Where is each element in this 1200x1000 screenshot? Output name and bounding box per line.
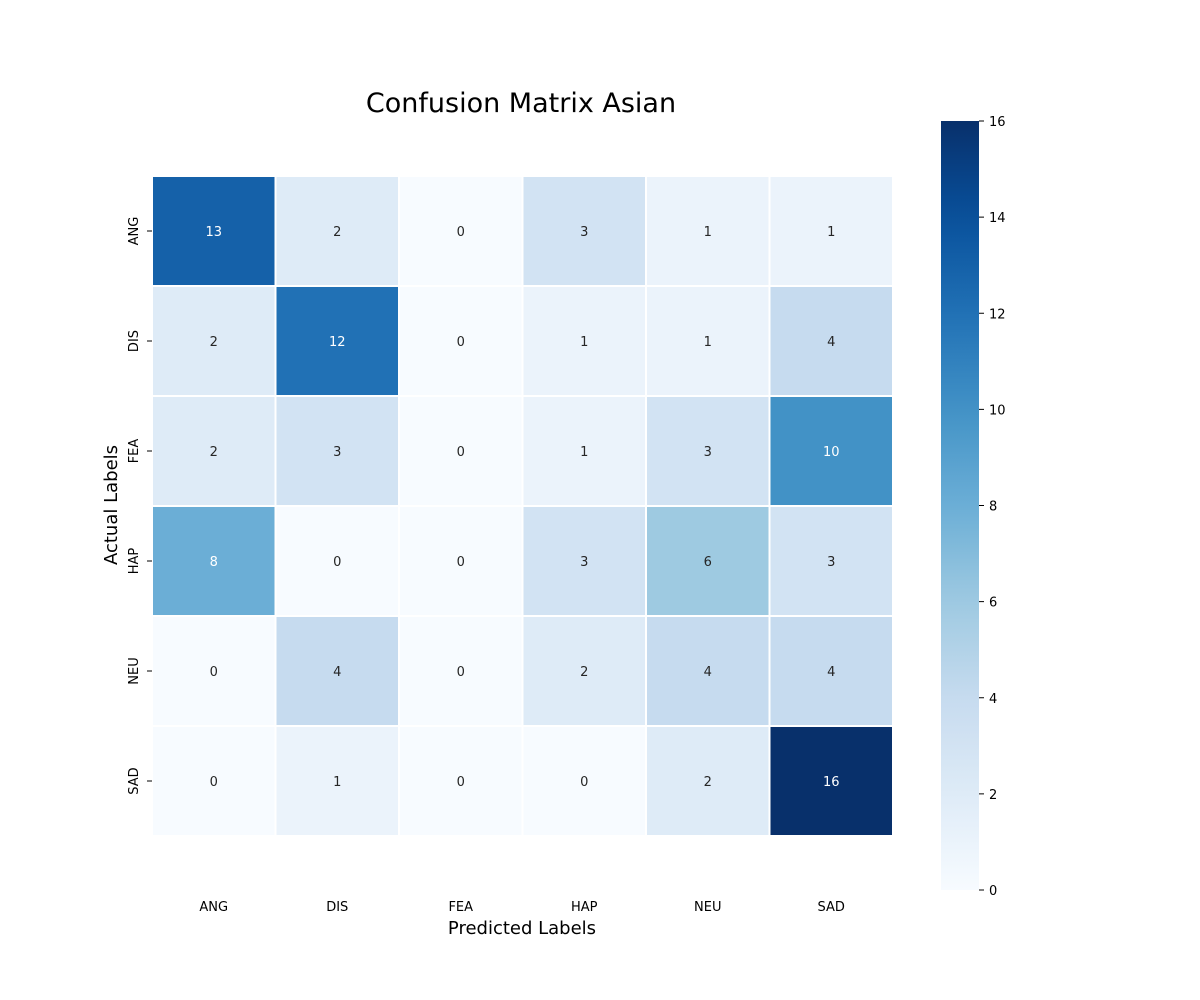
cell-value-label: 3: [580, 555, 588, 570]
cell-value-label: 3: [580, 225, 588, 240]
cell-value-label: 6: [704, 555, 712, 570]
cell-value-label: 0: [210, 665, 218, 680]
y-axis-label: Actual Labels: [101, 445, 122, 565]
cell-value-label: 16: [823, 775, 840, 790]
x-axis: ANG DIS FEA HAP NEU SAD: [199, 900, 845, 915]
x-tick-label: ANG: [199, 900, 228, 915]
heatmap-cell: [274, 285, 400, 397]
cell-value-label: 0: [210, 775, 218, 790]
y-tick-label: NEU: [127, 657, 142, 684]
heatmap-cell: [768, 395, 894, 507]
heatmap-cell: [521, 395, 647, 507]
colorbar-axis: 0 2 4 6 8 10 12 14 16: [979, 115, 1006, 899]
heatmap-cell: [645, 615, 771, 727]
cell-value-label: 3: [333, 445, 341, 460]
cell-value-label: 3: [827, 555, 835, 570]
cell-value-label: 2: [333, 225, 341, 240]
cell-value-label: 0: [457, 775, 465, 790]
heatmap-cell: [398, 615, 524, 727]
colorbar-tick-label: 4: [989, 692, 997, 707]
colorbar-tick-label: 6: [989, 596, 997, 611]
colorbar-tick-label: 2: [989, 788, 997, 803]
heatmap-cell: [274, 175, 400, 287]
colorbar-tick-label: 8: [989, 500, 997, 515]
heatmap-cell: [151, 725, 277, 837]
cell-value-label: 13: [205, 225, 222, 240]
colorbar: [941, 121, 979, 890]
cell-value-label: 2: [210, 445, 218, 460]
cell-value-label: 0: [457, 225, 465, 240]
heatmap-cell: [645, 395, 771, 507]
cell-value-label: 4: [704, 665, 712, 680]
heatmap-cell: [768, 615, 894, 727]
heatmap-cell: [768, 725, 894, 837]
heatmap-cell: [274, 505, 400, 617]
heatmap-cell: [768, 285, 894, 397]
cell-value-label: 0: [333, 555, 341, 570]
cell-value-label: 12: [329, 335, 346, 350]
y-axis: ANG DIS FEA HAP NEU SAD: [127, 217, 152, 795]
x-tick-label: NEU: [694, 900, 721, 915]
cell-value-label: 1: [580, 335, 588, 350]
cell-value-label: 8: [210, 555, 218, 570]
y-tick-label: HAP: [127, 548, 142, 575]
cell-value-label: 0: [457, 335, 465, 350]
heatmap-cell: [645, 505, 771, 617]
y-tick-label: SAD: [127, 767, 142, 794]
heatmap-cell: [521, 505, 647, 617]
heatmap-cell: [768, 505, 894, 617]
cell-value-label: 4: [827, 335, 835, 350]
cell-value-label: 1: [704, 335, 712, 350]
cell-value-label: 2: [704, 775, 712, 790]
cell-value-label: 1: [827, 225, 835, 240]
heatmap-cell: [521, 285, 647, 397]
cell-value-label: 0: [457, 665, 465, 680]
colorbar-tick-label: 0: [989, 884, 997, 899]
x-tick-label: HAP: [571, 900, 598, 915]
y-tick-label: DIS: [127, 330, 142, 352]
cell-value-label: 0: [457, 445, 465, 460]
colorbar-tick-label: 16: [989, 115, 1006, 130]
heatmap-cell: [768, 175, 894, 287]
heatmap-cell-labels: 13 2 0 3 1 12 12 0 1 1 42 3 0 1 3 108 0 0 3 6 30 4 0 2 4 40 1 0 0 2 16: [205, 225, 839, 790]
y-tick-label: ANG: [127, 217, 142, 246]
heatmap-cell: [521, 615, 647, 727]
cell-value-label: 1: [333, 775, 341, 790]
colorbar-tick-label: 12: [989, 307, 1006, 322]
heatmap-cell: [398, 505, 524, 617]
y-tick-label: FEA: [127, 439, 142, 464]
heatmap-cell: [151, 175, 277, 287]
colorbar-tick-label: 10: [989, 403, 1006, 418]
heatmap-cell: [151, 615, 277, 727]
x-tick-label: FEA: [448, 900, 473, 915]
x-tick-label: DIS: [326, 900, 348, 915]
heatmap-cell: [398, 175, 524, 287]
cell-value-label: 1: [580, 445, 588, 460]
cell-value-label: 2: [210, 335, 218, 350]
heatmap-cells: [151, 175, 894, 837]
x-tick-label: SAD: [818, 900, 845, 915]
cell-value-label: 3: [704, 445, 712, 460]
cell-value-label: 10: [823, 445, 840, 460]
heatmap-cell: [274, 395, 400, 507]
cell-value-label: 4: [333, 665, 341, 680]
cell-value-label: 0: [457, 555, 465, 570]
chart-title: Confusion Matrix Asian: [366, 88, 676, 119]
heatmap-cell: [521, 725, 647, 837]
cell-value-label: 2: [580, 665, 588, 680]
heatmap-cell: [151, 505, 277, 617]
cell-value-label: 4: [827, 665, 835, 680]
x-axis-label: Predicted Labels: [448, 918, 596, 939]
heatmap-cell: [645, 725, 771, 837]
cell-value-label: 1: [704, 225, 712, 240]
colorbar-tick-label: 14: [989, 211, 1006, 226]
cell-value-label: 0: [580, 775, 588, 790]
